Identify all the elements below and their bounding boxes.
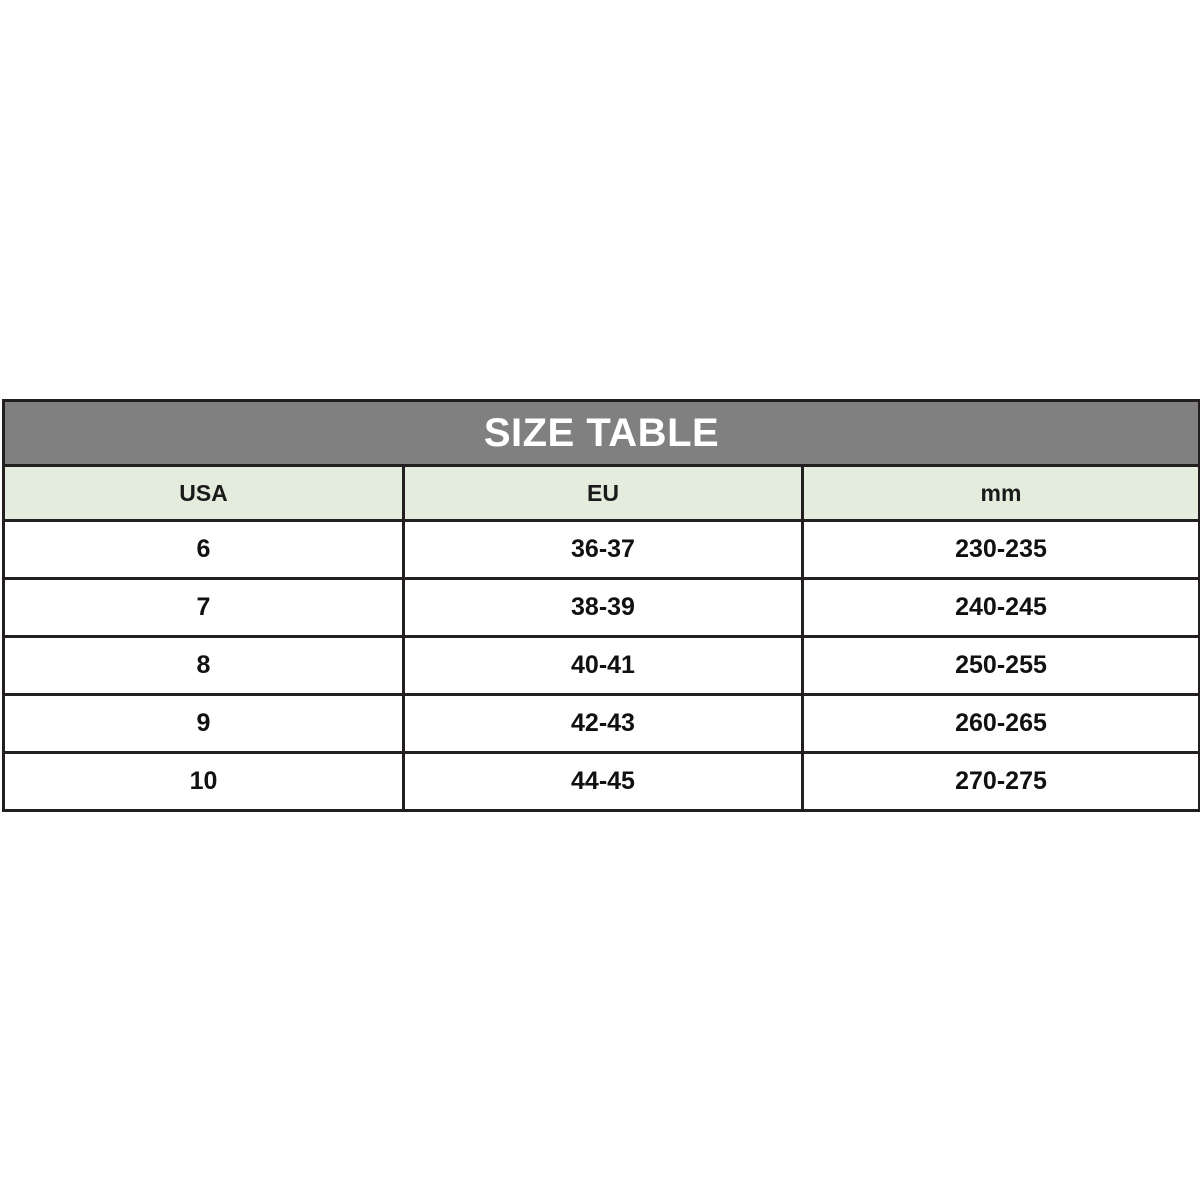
cell-eu: 44-45 — [402, 752, 804, 812]
size-table-container: SIZE TABLE USA EU mm 6 36-37 230-235 7 3… — [0, 399, 1200, 812]
cell-mm: 270-275 — [800, 752, 1200, 812]
cell-mm: 250-255 — [800, 636, 1200, 696]
column-header-row: USA EU mm — [2, 465, 1200, 522]
table-row: 9 42-43 260-265 — [2, 694, 1200, 754]
table-row: 8 40-41 250-255 — [2, 636, 1200, 696]
column-header-eu: EU — [402, 465, 804, 522]
cell-usa: 7 — [2, 578, 405, 638]
cell-mm: 240-245 — [800, 578, 1200, 638]
cell-eu: 40-41 — [402, 636, 804, 696]
cell-usa: 8 — [2, 636, 405, 696]
table-title: SIZE TABLE — [1, 399, 1200, 467]
cell-mm: 230-235 — [800, 520, 1200, 580]
cell-usa: 9 — [2, 694, 405, 754]
column-header-usa: USA — [2, 465, 405, 522]
cell-eu: 42-43 — [402, 694, 804, 754]
size-table: SIZE TABLE USA EU mm 6 36-37 230-235 7 3… — [1, 399, 1200, 812]
table-row: 10 44-45 270-275 — [2, 752, 1200, 812]
cell-usa: 6 — [2, 520, 405, 580]
size-table-head: SIZE TABLE USA EU mm — [1, 399, 1200, 522]
cell-mm: 260-265 — [800, 694, 1200, 754]
size-table-body: 6 36-37 230-235 7 38-39 240-245 8 40-41 … — [2, 520, 1200, 812]
table-row: 6 36-37 230-235 — [2, 520, 1200, 580]
table-row: 7 38-39 240-245 — [2, 578, 1200, 638]
cell-eu: 36-37 — [402, 520, 804, 580]
column-header-mm: mm — [800, 465, 1200, 522]
cell-eu: 38-39 — [402, 578, 804, 638]
title-row: SIZE TABLE — [1, 399, 1200, 467]
cell-usa: 10 — [2, 752, 405, 812]
